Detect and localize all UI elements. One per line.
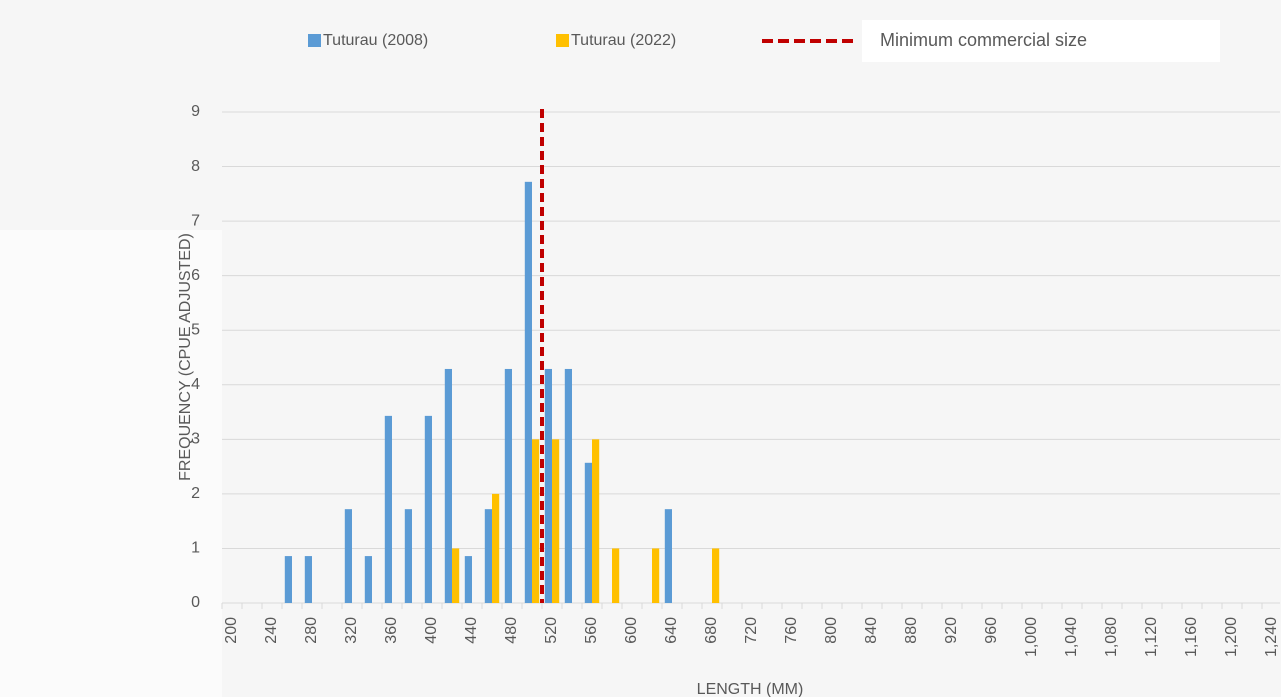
y-tick-label: 7 — [191, 212, 200, 229]
bar — [492, 493, 500, 603]
bar — [344, 509, 352, 603]
legend-label: Tuturau (2022) — [571, 32, 676, 49]
x-tick-label: 720 — [743, 617, 760, 644]
bar — [364, 556, 372, 603]
legend-box — [862, 20, 1220, 62]
bar — [592, 439, 600, 603]
bar — [524, 181, 532, 603]
bar — [452, 548, 460, 603]
x-tick-label: 600 — [623, 617, 640, 644]
x-tick-label: 520 — [543, 617, 560, 644]
x-tick-label: 200 — [223, 617, 240, 644]
bar — [384, 415, 392, 603]
bar — [464, 556, 472, 603]
x-tick-label: 240 — [263, 617, 280, 644]
x-tick-label: 680 — [703, 617, 720, 644]
bar — [504, 368, 512, 603]
y-tick-label: 5 — [191, 321, 200, 338]
x-axis-title: LENGTH (MM) — [697, 681, 804, 697]
bar — [424, 415, 432, 603]
x-tick-label: 1,000 — [1023, 617, 1040, 657]
x-tick-label: 1,160 — [1183, 617, 1200, 657]
y-axis-title: FREQUENCY (CPUE ADJUSTED) — [177, 233, 194, 481]
y-tick-label: 9 — [191, 103, 200, 120]
bar — [584, 462, 592, 603]
x-tick-label: 360 — [383, 617, 400, 644]
y-tick-label: 4 — [191, 376, 200, 393]
x-tick-label: 920 — [943, 617, 960, 644]
x-tick-label: 560 — [583, 617, 600, 644]
bar — [404, 509, 412, 603]
bar — [664, 509, 672, 603]
x-tick-label: 960 — [983, 617, 1000, 644]
legend-swatch — [556, 34, 569, 47]
y-tick-label: 0 — [191, 594, 200, 611]
background-panel — [0, 230, 222, 697]
bar — [564, 368, 572, 603]
legend-label: Minimum commercial size — [880, 30, 1087, 50]
x-tick-label: 400 — [423, 617, 440, 644]
bar — [552, 439, 560, 603]
bar — [532, 439, 540, 603]
bar — [652, 548, 660, 603]
y-tick-label: 1 — [191, 540, 200, 557]
bar — [284, 556, 292, 603]
x-tick-label: 1,080 — [1103, 617, 1120, 657]
bar — [612, 548, 620, 603]
x-tick-label: 1,040 — [1063, 617, 1080, 657]
bar — [444, 368, 452, 603]
x-tick-label: 840 — [863, 617, 880, 644]
x-tick-label: 440 — [463, 617, 480, 644]
y-tick-label: 3 — [191, 431, 200, 448]
bar — [484, 509, 492, 603]
x-tick-label: 1,200 — [1223, 617, 1240, 657]
y-tick-label: 8 — [191, 158, 200, 175]
bar — [304, 556, 312, 603]
x-tick-label: 760 — [783, 617, 800, 644]
x-tick-label: 1,240 — [1263, 617, 1280, 657]
bar — [544, 368, 552, 603]
x-tick-label: 280 — [303, 617, 320, 644]
legend-label: Tuturau (2008) — [323, 32, 428, 49]
y-tick-label: 2 — [191, 485, 200, 502]
x-tick-label: 880 — [903, 617, 920, 644]
x-tick-label: 1,120 — [1143, 617, 1160, 657]
x-tick-label: 320 — [343, 617, 360, 644]
x-tick-label: 480 — [503, 617, 520, 644]
x-tick-label: 800 — [823, 617, 840, 644]
bar — [712, 548, 720, 603]
legend-swatch — [308, 34, 321, 47]
y-tick-label: 6 — [191, 267, 200, 284]
x-tick-label: 640 — [663, 617, 680, 644]
